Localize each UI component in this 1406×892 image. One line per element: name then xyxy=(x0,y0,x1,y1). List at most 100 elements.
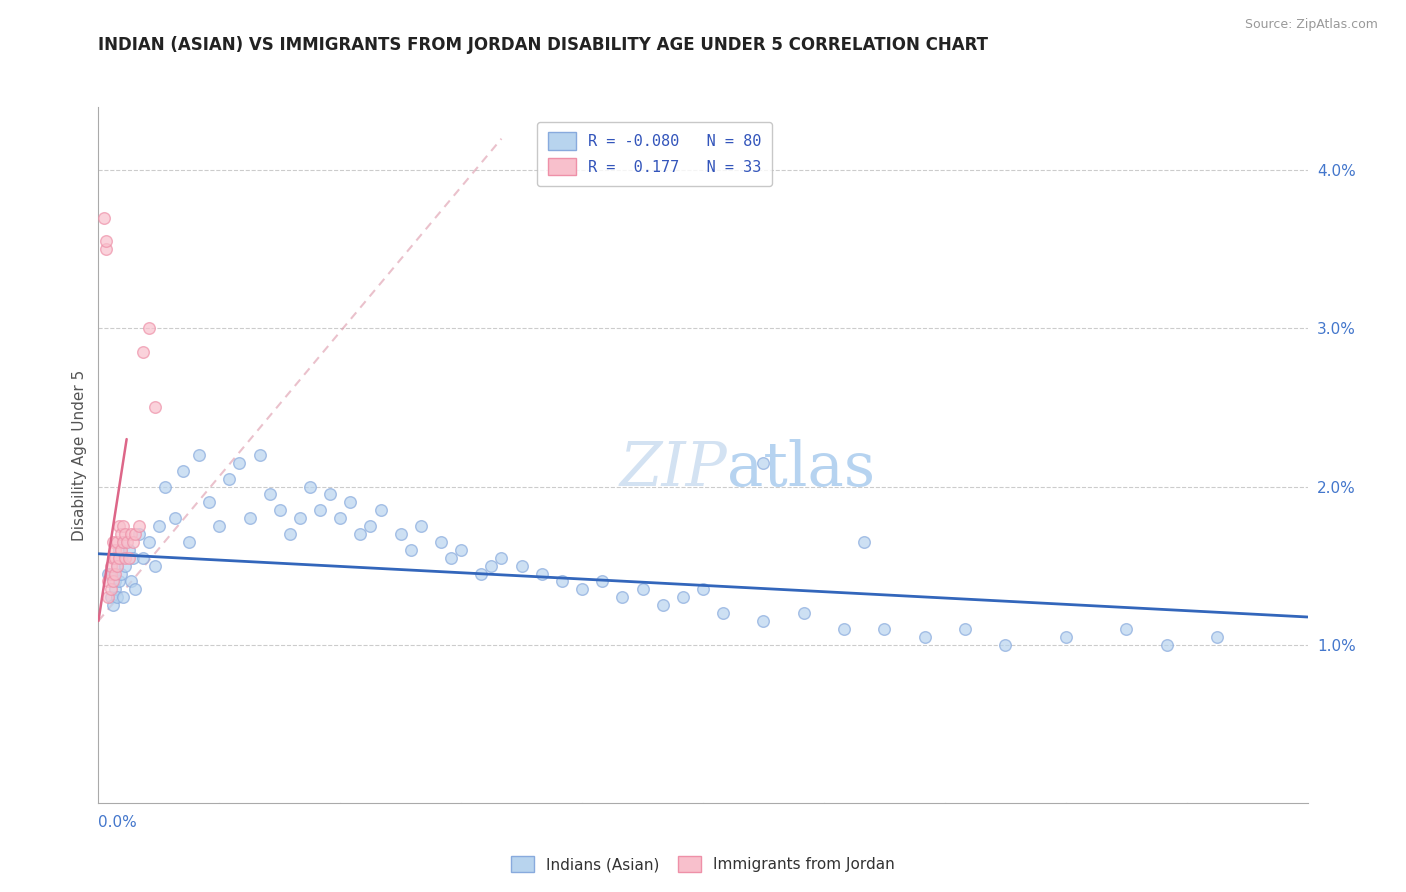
Point xyxy=(873,622,896,636)
Point xyxy=(491,550,513,565)
Point xyxy=(409,519,432,533)
Legend: R = -0.080   N = 80, R =  0.177   N = 33: R = -0.080 N = 80, R = 0.177 N = 33 xyxy=(537,121,772,186)
Point xyxy=(114,550,136,565)
Text: atlas: atlas xyxy=(727,439,876,499)
Point xyxy=(163,511,186,525)
Point xyxy=(198,495,221,509)
Point xyxy=(752,456,775,470)
Point xyxy=(114,558,136,573)
Point xyxy=(440,550,463,565)
Point xyxy=(97,591,120,605)
Point xyxy=(115,534,138,549)
Point xyxy=(470,566,492,581)
Point xyxy=(128,527,150,541)
Point xyxy=(105,558,128,573)
Point xyxy=(793,606,815,620)
Point xyxy=(132,345,155,359)
Point xyxy=(571,582,593,597)
Text: INDIAN (ASIAN) VS IMMIGRANTS FROM JORDAN DISABILITY AGE UNDER 5 CORRELATION CHAR: INDIAN (ASIAN) VS IMMIGRANTS FROM JORDAN… xyxy=(98,36,988,54)
Point xyxy=(107,519,129,533)
Point xyxy=(111,534,134,549)
Point xyxy=(100,566,122,581)
Point xyxy=(1206,630,1229,644)
Point xyxy=(953,622,976,636)
Point xyxy=(143,401,166,415)
Point xyxy=(430,534,453,549)
Point xyxy=(278,527,301,541)
Point xyxy=(96,235,118,249)
Point xyxy=(100,582,122,597)
Text: 0.0%: 0.0% xyxy=(98,815,138,830)
Legend: Indians (Asian), Immigrants from Jordan: Indians (Asian), Immigrants from Jordan xyxy=(503,848,903,880)
Point xyxy=(510,558,533,573)
Point xyxy=(269,503,291,517)
Point xyxy=(914,630,936,644)
Point xyxy=(711,606,734,620)
Y-axis label: Disability Age Under 5: Disability Age Under 5 xyxy=(72,369,87,541)
Point xyxy=(672,591,695,605)
Point xyxy=(239,511,262,525)
Point xyxy=(111,519,134,533)
Point xyxy=(101,598,124,612)
Point xyxy=(208,519,231,533)
Point xyxy=(103,550,125,565)
Point xyxy=(138,321,160,335)
Point xyxy=(101,534,124,549)
Point xyxy=(111,591,134,605)
Point xyxy=(148,519,170,533)
Point xyxy=(249,448,271,462)
Point xyxy=(631,582,654,597)
Point xyxy=(832,622,855,636)
Point xyxy=(107,574,129,589)
Point xyxy=(120,527,142,541)
Point xyxy=(110,550,132,565)
Point xyxy=(128,519,150,533)
Point xyxy=(172,464,194,478)
Point xyxy=(299,479,322,493)
Point xyxy=(100,558,122,573)
Point xyxy=(118,542,141,557)
Point xyxy=(103,582,125,597)
Point xyxy=(107,550,129,565)
Point xyxy=(188,448,211,462)
Point xyxy=(111,534,134,549)
Point xyxy=(179,534,201,549)
Point xyxy=(853,534,876,549)
Point xyxy=(1115,622,1137,636)
Point xyxy=(96,243,118,257)
Point xyxy=(349,527,371,541)
Point xyxy=(105,558,128,573)
Point xyxy=(450,542,472,557)
Point xyxy=(994,638,1017,652)
Point xyxy=(389,527,412,541)
Point xyxy=(259,487,281,501)
Point xyxy=(138,534,160,549)
Text: Source: ZipAtlas.com: Source: ZipAtlas.com xyxy=(1244,18,1378,31)
Point xyxy=(319,487,342,501)
Point xyxy=(105,591,128,605)
Point xyxy=(692,582,714,597)
Point xyxy=(103,574,125,589)
Point xyxy=(101,550,124,565)
Point xyxy=(121,534,143,549)
Point xyxy=(110,542,132,557)
Point xyxy=(309,503,332,517)
Point xyxy=(370,503,392,517)
Point xyxy=(101,566,124,581)
Point xyxy=(101,574,124,589)
Point xyxy=(228,456,250,470)
Point xyxy=(399,542,422,557)
Point xyxy=(752,614,775,628)
Point xyxy=(118,550,141,565)
Point xyxy=(1156,638,1178,652)
Point xyxy=(530,566,553,581)
Point xyxy=(93,211,115,225)
Point xyxy=(612,591,634,605)
Point xyxy=(121,550,143,565)
Point xyxy=(132,550,155,565)
Point xyxy=(103,542,125,557)
Point xyxy=(124,527,146,541)
Point xyxy=(481,558,503,573)
Point xyxy=(329,511,352,525)
Point xyxy=(124,582,146,597)
